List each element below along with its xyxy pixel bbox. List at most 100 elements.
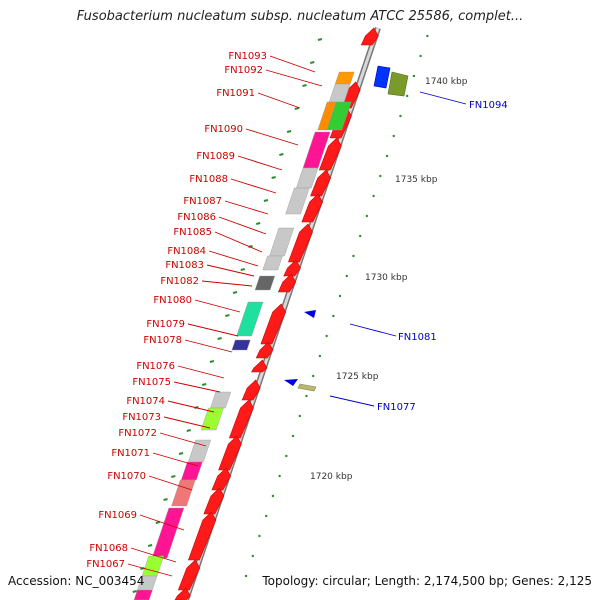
leader-line bbox=[245, 128, 299, 146]
reverse-gene-block bbox=[297, 383, 317, 392]
tick-dash bbox=[178, 452, 184, 455]
tick-dot bbox=[325, 334, 328, 338]
tick-dot bbox=[251, 554, 254, 558]
tick-dash bbox=[240, 268, 246, 271]
gene-label: FN1076 bbox=[136, 361, 175, 372]
reverse-gene-marker bbox=[284, 379, 298, 386]
tick-dash bbox=[171, 475, 176, 478]
forward-gene-arrow bbox=[174, 587, 191, 600]
tick-dash bbox=[255, 222, 261, 225]
feature-block bbox=[334, 71, 355, 85]
reverse-gene-marker bbox=[304, 310, 316, 318]
tick-dot bbox=[278, 474, 281, 478]
tick-dot bbox=[258, 534, 261, 538]
tick-dot bbox=[311, 374, 315, 378]
forward-gene-arrow bbox=[288, 223, 313, 263]
gene-label: FN1087 bbox=[183, 196, 222, 207]
tick-dot bbox=[405, 94, 409, 98]
gene-label: FN1084 bbox=[167, 246, 206, 257]
feature-block bbox=[231, 339, 251, 351]
label-leader-lines bbox=[127, 55, 467, 577]
gene-label: FN1081 bbox=[398, 332, 437, 343]
forward-gene-arrow bbox=[260, 303, 287, 345]
leader-line bbox=[218, 216, 267, 235]
feature-block bbox=[326, 101, 352, 131]
leader-line bbox=[237, 155, 283, 171]
tick-dot bbox=[291, 434, 295, 438]
forward-gene-arrow bbox=[218, 435, 242, 471]
feature-block bbox=[181, 461, 203, 481]
gene-label: FN1086 bbox=[177, 212, 216, 223]
tick-dash bbox=[317, 38, 323, 41]
tick-dash bbox=[201, 383, 207, 386]
tick-dash bbox=[271, 176, 276, 179]
leader-line bbox=[329, 395, 375, 407]
tick-dash bbox=[225, 314, 230, 317]
leader-line bbox=[224, 200, 269, 215]
leader-line bbox=[184, 339, 233, 353]
leader-line bbox=[419, 91, 467, 105]
feature-block bbox=[210, 391, 232, 409]
gene-label: FN1093 bbox=[228, 51, 267, 62]
position-ticks bbox=[132, 34, 429, 593]
gene-label: FN1088 bbox=[189, 174, 228, 185]
tick-dot bbox=[419, 54, 422, 58]
tick-dot bbox=[345, 274, 348, 278]
gene-label: FN1068 bbox=[89, 543, 128, 554]
leader-line bbox=[269, 55, 316, 73]
gene-label: FN1078 bbox=[143, 335, 182, 346]
tick-dot bbox=[271, 494, 275, 498]
tick-dash bbox=[209, 360, 215, 363]
tick-dot bbox=[385, 154, 389, 158]
gene-label: FN1090 bbox=[204, 124, 243, 135]
scale-labels: 1740 kbp 1735 kbp 1730 kbp 1725 kbp 1720… bbox=[310, 77, 468, 482]
leader-line bbox=[208, 250, 259, 267]
tick-dot bbox=[352, 254, 355, 258]
scale-label: 1720 kbp bbox=[310, 472, 353, 482]
gene-label: FN1083 bbox=[165, 260, 204, 271]
tick-dash bbox=[286, 130, 292, 133]
gene-label: FN1069 bbox=[98, 510, 137, 521]
topology-text: Topology: circular; Length: 2,174,500 bp… bbox=[262, 574, 592, 588]
forward-gene-arrow bbox=[241, 379, 261, 401]
gene-label: FN1091 bbox=[216, 88, 255, 99]
forward-strand-genes bbox=[174, 27, 379, 600]
gene-label: FN1082 bbox=[160, 276, 199, 287]
feature-block bbox=[200, 407, 224, 431]
feature-block bbox=[296, 167, 319, 189]
leader-line bbox=[201, 280, 253, 287]
map-title: Fusobacterium nucleatum subsp. nucleatum… bbox=[76, 9, 524, 24]
tick-dash bbox=[163, 498, 168, 501]
forward-gene-arrow bbox=[228, 399, 254, 439]
reverse-gene-block bbox=[373, 65, 391, 89]
forward-gene-arrow bbox=[203, 487, 225, 515]
left-gene-labels: FN1093 FN1092 FN1091 FN1090 FN1089 FN108… bbox=[86, 51, 267, 570]
leader-line bbox=[177, 365, 225, 379]
scale-label: 1730 kbp bbox=[365, 273, 408, 283]
gene-label: FN1072 bbox=[118, 428, 157, 439]
tick-dot bbox=[426, 34, 429, 38]
leader-line bbox=[139, 514, 185, 531]
gene-label: FN1067 bbox=[86, 559, 125, 570]
gene-label: FN1079 bbox=[146, 319, 185, 330]
tick-dash bbox=[217, 337, 222, 340]
leader-line bbox=[187, 323, 239, 337]
tick-dot bbox=[298, 414, 301, 418]
scale-label: 1735 kbp bbox=[395, 175, 438, 185]
leader-line bbox=[130, 547, 177, 563]
tick-dash bbox=[310, 61, 315, 64]
right-gene-labels: FN1094 FN1081 FN1077 bbox=[377, 100, 508, 413]
leader-line bbox=[214, 231, 263, 253]
feature-block bbox=[133, 589, 153, 600]
leader-line bbox=[159, 432, 207, 447]
gene-label: FN1085 bbox=[173, 227, 212, 238]
leader-line bbox=[230, 178, 277, 194]
gene-label: FN1089 bbox=[196, 151, 235, 162]
leader-line bbox=[194, 299, 241, 313]
leader-line bbox=[163, 416, 211, 429]
gene-label: FN1070 bbox=[107, 471, 146, 482]
feature-block bbox=[151, 507, 185, 559]
scale-label: 1725 kbp bbox=[336, 372, 379, 382]
tick-dot bbox=[365, 214, 369, 218]
